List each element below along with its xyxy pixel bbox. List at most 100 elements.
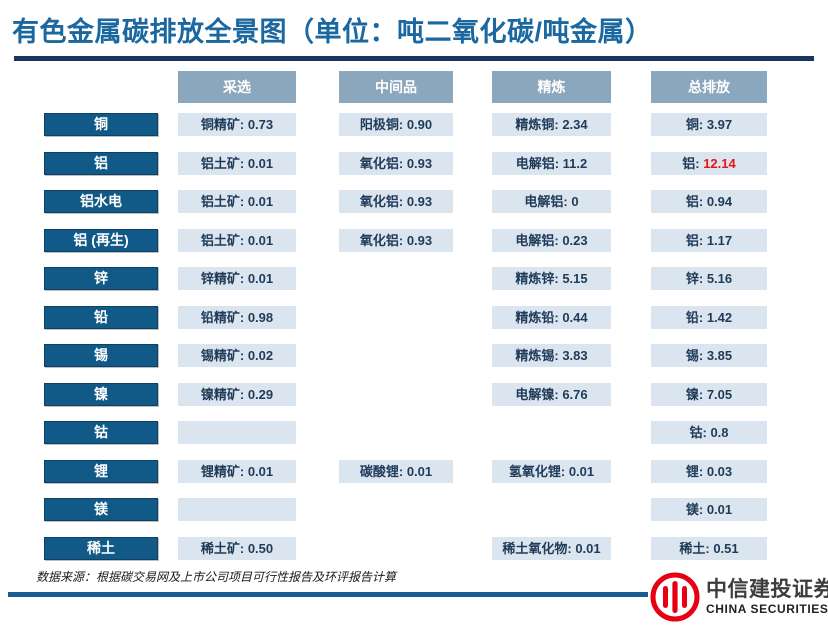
cell-mining: 锡精矿: 0.02 — [178, 344, 296, 367]
cell-product: 阳极铜: — [359, 117, 407, 132]
cell-intermediate: 氧化铝: 0.93 — [339, 229, 453, 252]
cell-value: 0.51 — [713, 541, 739, 556]
cell-value: 0.44 — [562, 310, 588, 325]
cell-total: 镍: 7.05 — [651, 383, 767, 406]
footer-divider — [8, 592, 648, 597]
table-row: 稀土 稀土矿: 0.50 稀土氧化物: 0.01 稀土: 0.51 — [0, 537, 828, 560]
cell-value: 1.42 — [706, 310, 733, 325]
cell-value: 0.8 — [710, 425, 729, 440]
table-row: 铅铅精矿: 0.98 精炼铅: 0.44 铅: 1.42 — [0, 306, 828, 329]
table-row: 锡锡精矿: 0.02 精炼锡: 3.83 锡: 3.85 — [0, 344, 828, 367]
cell-intermediate: 阳极铜: 0.90 — [339, 113, 453, 136]
cell-value: 2.34 — [562, 117, 588, 132]
cell-mining: 铜精矿: 0.73 — [178, 113, 296, 136]
cell-product: 氧化铝: — [359, 156, 407, 171]
cell-refining: 氢氧化锂: 0.01 — [492, 460, 611, 483]
cell-product: 铝土矿: — [200, 194, 248, 209]
cell-product: 锂: — [685, 464, 707, 479]
table-row: 钴 钴: 0.8 — [0, 421, 828, 444]
cell-intermediate: 氧化铝: 0.93 — [339, 152, 453, 175]
row-label: 铅 — [44, 306, 158, 329]
table-row: 镍镍精矿: 0.29 电解镍: 6.76 镍: 7.05 — [0, 383, 828, 406]
cell-total: 镁: 0.01 — [651, 498, 767, 521]
cell-total: 铝: 0.94 — [651, 190, 767, 213]
cell-mining: 铝土矿: 0.01 — [178, 229, 296, 252]
cell-value: 3.97 — [706, 117, 733, 132]
cell-value: 0.01 — [568, 464, 595, 479]
table-row: 锂锂精矿: 0.01 碳酸锂: 0.01 氢氧化锂: 0.01 锂: 0.03 — [0, 460, 828, 483]
cell-value: 0.93 — [406, 233, 433, 248]
cell-value: 11.2 — [562, 156, 588, 171]
cell-product: 电解铝: — [515, 156, 563, 171]
cell-value: 0.02 — [247, 348, 274, 363]
row-label: 锂 — [44, 460, 158, 483]
row-label: 铝水电 — [44, 190, 158, 213]
cell-value: 7.05 — [706, 387, 733, 402]
cell-value: 0.90 — [406, 117, 433, 132]
cell-product: 锌精矿: — [200, 271, 248, 286]
cell-product: 氢氧化锂: — [508, 464, 569, 479]
cell-value: 0.01 — [706, 502, 733, 517]
cell-value: 0.03 — [706, 464, 733, 479]
cell-value: 0.01 — [406, 464, 433, 479]
cell-mining: 铝土矿: 0.01 — [178, 152, 296, 175]
table-row: 铝水电 铝土矿: 0.01 氧化铝: 0.93 电解铝: 0 铝: 0.94 — [0, 190, 828, 213]
row-label: 稀土 — [44, 537, 158, 560]
brand-logo: 中信建投证券 CHINA SECURITIES — [650, 570, 828, 624]
row-label: 铜 — [44, 113, 158, 136]
cell-product: 稀土矿: — [200, 541, 248, 556]
cell-product: 铜: — [685, 117, 707, 132]
cell-value: 0.93 — [406, 156, 433, 171]
cell-refining: 电解镍: 6.76 — [492, 383, 611, 406]
cell-mining: 锂精矿: 0.01 — [178, 460, 296, 483]
column-header-intermediate: 中间品 — [339, 71, 453, 103]
cell-product: 精炼铅: — [515, 310, 563, 325]
row-label: 镁 — [44, 498, 158, 521]
cell-product: 稀土: — [679, 541, 714, 556]
cell-product: 氧化铝: — [359, 194, 407, 209]
cell-product: 精炼锌: — [515, 271, 563, 286]
row-label: 铝 (再生) — [44, 229, 158, 252]
source-note: 数据来源：根据碳交易网及上市公司项目可行性报告及环评报告计算 — [36, 570, 397, 584]
cell-product: 镍: — [685, 387, 707, 402]
cell-refining: 精炼铅: 0.44 — [492, 306, 611, 329]
cell-product: 铜精矿: — [200, 117, 248, 132]
cell-total: 锌: 5.16 — [651, 267, 767, 290]
cell-intermediate: 氧化铝: 0.93 — [339, 190, 453, 213]
cell-total: 铝: 1.17 — [651, 229, 767, 252]
citic-logo-icon — [650, 572, 700, 622]
cell-product: 铝土矿: — [200, 233, 248, 248]
cell-product: 氧化铝: — [359, 233, 407, 248]
empty-cell-mining — [178, 498, 296, 521]
column-header-mining: 采选 — [178, 71, 296, 103]
cell-total: 锂: 0.03 — [651, 460, 767, 483]
row-label: 钴 — [44, 421, 158, 444]
cell-intermediate: 碳酸锂: 0.01 — [339, 460, 453, 483]
table-row: 铜铜精矿: 0.73 阳极铜: 0.90 精炼铜: 2.34 铜: 3.97 — [0, 113, 828, 136]
cell-value: 3.83 — [562, 348, 588, 363]
cell-mining: 锌精矿: 0.01 — [178, 267, 296, 290]
cell-total: 铝: 12.14 — [651, 152, 767, 175]
column-header-refining: 精炼 — [492, 71, 611, 103]
cell-total: 钴: 0.8 — [651, 421, 767, 444]
cell-product: 锌: — [685, 271, 707, 286]
cell-mining: 铝土矿: 0.01 — [178, 190, 296, 213]
cell-refining: 精炼锌: 5.15 — [492, 267, 611, 290]
row-label: 锌 — [44, 267, 158, 290]
cell-product: 铅精矿: — [200, 310, 248, 325]
cell-value: 0.01 — [247, 194, 274, 209]
cell-value: 0.94 — [706, 194, 733, 209]
cell-value: 12.14 — [703, 156, 736, 171]
brand-text: 中信建投证券 CHINA SECURITIES — [706, 578, 828, 616]
cell-product: 电解镍: — [515, 387, 563, 402]
cell-refining: 电解铝: 0.23 — [492, 229, 611, 252]
cell-product: 铝: — [685, 233, 707, 248]
cell-value: 0.73 — [247, 117, 274, 132]
cell-product: 锂精矿: — [200, 464, 248, 479]
cell-product: 碳酸锂: — [359, 464, 407, 479]
cell-product: 铝: — [682, 156, 704, 171]
title-divider — [14, 56, 814, 61]
cell-value: 1.17 — [706, 233, 733, 248]
cell-refining: 稀土氧化物: 0.01 — [492, 537, 611, 560]
